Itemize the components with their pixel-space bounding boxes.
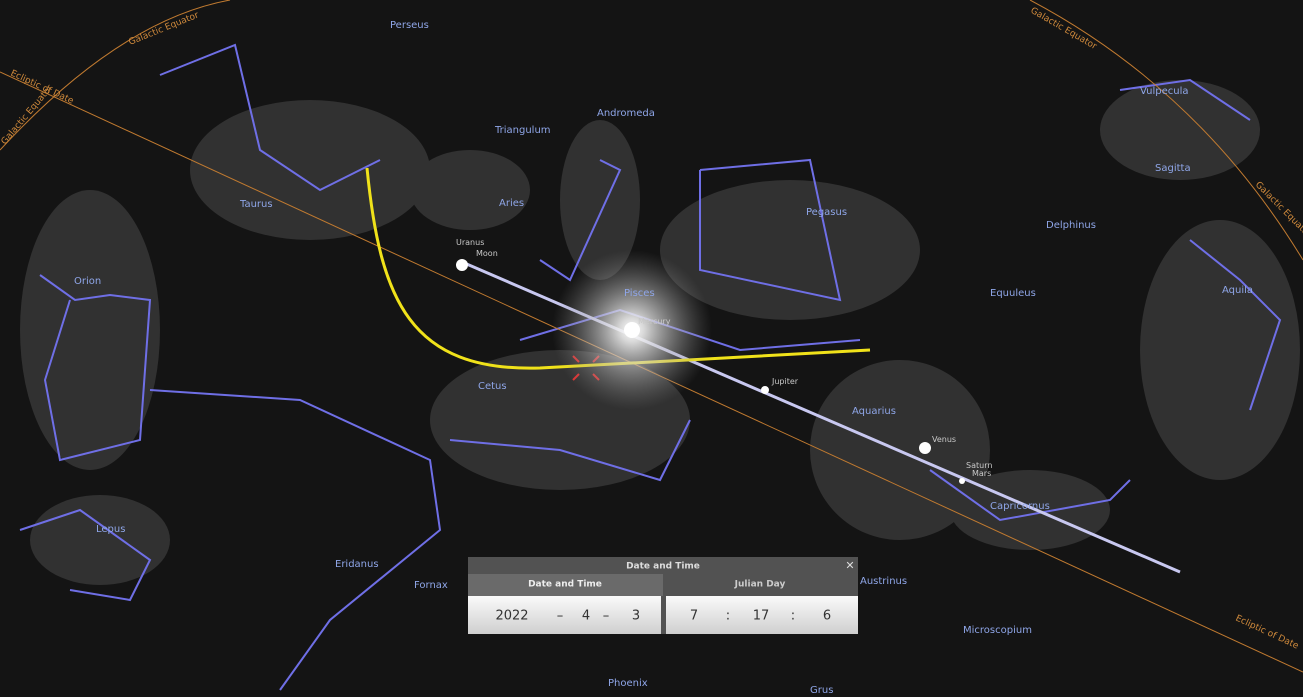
separator: –	[557, 609, 564, 624]
label: Sagitta	[1155, 163, 1191, 174]
label: Taurus	[239, 199, 273, 210]
label: Aquarius	[852, 406, 896, 417]
label: Eridanus	[335, 559, 379, 570]
minute-field[interactable]: 17	[753, 609, 770, 624]
date-time-dialog: Date and Time ✕ Date and Time Julian Day…	[468, 557, 858, 634]
planets	[456, 259, 965, 484]
label: Mercury	[638, 317, 671, 326]
separator: –	[603, 609, 610, 624]
close-button[interactable]: ✕	[845, 559, 854, 572]
label: Aquila	[1222, 285, 1253, 296]
label: Delphinus	[1046, 220, 1096, 231]
label: Triangulum	[494, 125, 551, 136]
label: Pisces	[624, 288, 655, 299]
month-field[interactable]: 4	[582, 609, 590, 624]
constellation-art	[20, 80, 1300, 585]
tab-active[interactable]	[468, 574, 663, 596]
tab[interactable]: Julian Day	[734, 580, 786, 590]
label: Saturn	[966, 461, 992, 470]
planet-labels: Uranus Moon Mercury Jupiter Venus Saturn…	[456, 238, 992, 478]
label: Moon	[476, 249, 498, 258]
date-fields	[468, 596, 661, 634]
label: Pegasus	[806, 207, 847, 218]
label: Jupiter	[771, 377, 799, 386]
label: Grus	[810, 685, 833, 696]
time-fields	[666, 596, 858, 634]
year-field[interactable]: 2022	[495, 609, 528, 624]
constellation-labels: Perseus Andromeda Triangulum Aries Tauru…	[74, 20, 1253, 696]
label: Equuleus	[990, 288, 1036, 299]
label: Mars	[972, 469, 991, 478]
second-field[interactable]: 6	[823, 609, 831, 624]
label: Uranus	[456, 238, 484, 247]
tab[interactable]: Date and Time	[528, 580, 602, 590]
trajectory	[365, 167, 871, 370]
label: Venus	[932, 435, 956, 444]
label: Lepus	[96, 524, 125, 535]
label: Fornax	[414, 580, 448, 591]
separator: :	[791, 609, 795, 624]
galactic-equator	[0, 0, 1303, 261]
label: Cetus	[478, 381, 507, 392]
label: Capricornus	[990, 501, 1050, 512]
label: Perseus	[390, 20, 429, 31]
dialog-title: Date and Time	[626, 562, 700, 572]
label: Phoenix	[608, 678, 648, 689]
label: Andromeda	[597, 108, 655, 119]
label: Orion	[74, 276, 101, 287]
hour-field[interactable]: 7	[690, 609, 698, 624]
separator: :	[726, 609, 730, 624]
label: Microscopium	[963, 625, 1032, 636]
label: Aries	[499, 198, 524, 209]
day-field[interactable]: 3	[632, 609, 640, 624]
label: Vulpecula	[1140, 86, 1189, 97]
label: Austrinus	[860, 576, 907, 587]
